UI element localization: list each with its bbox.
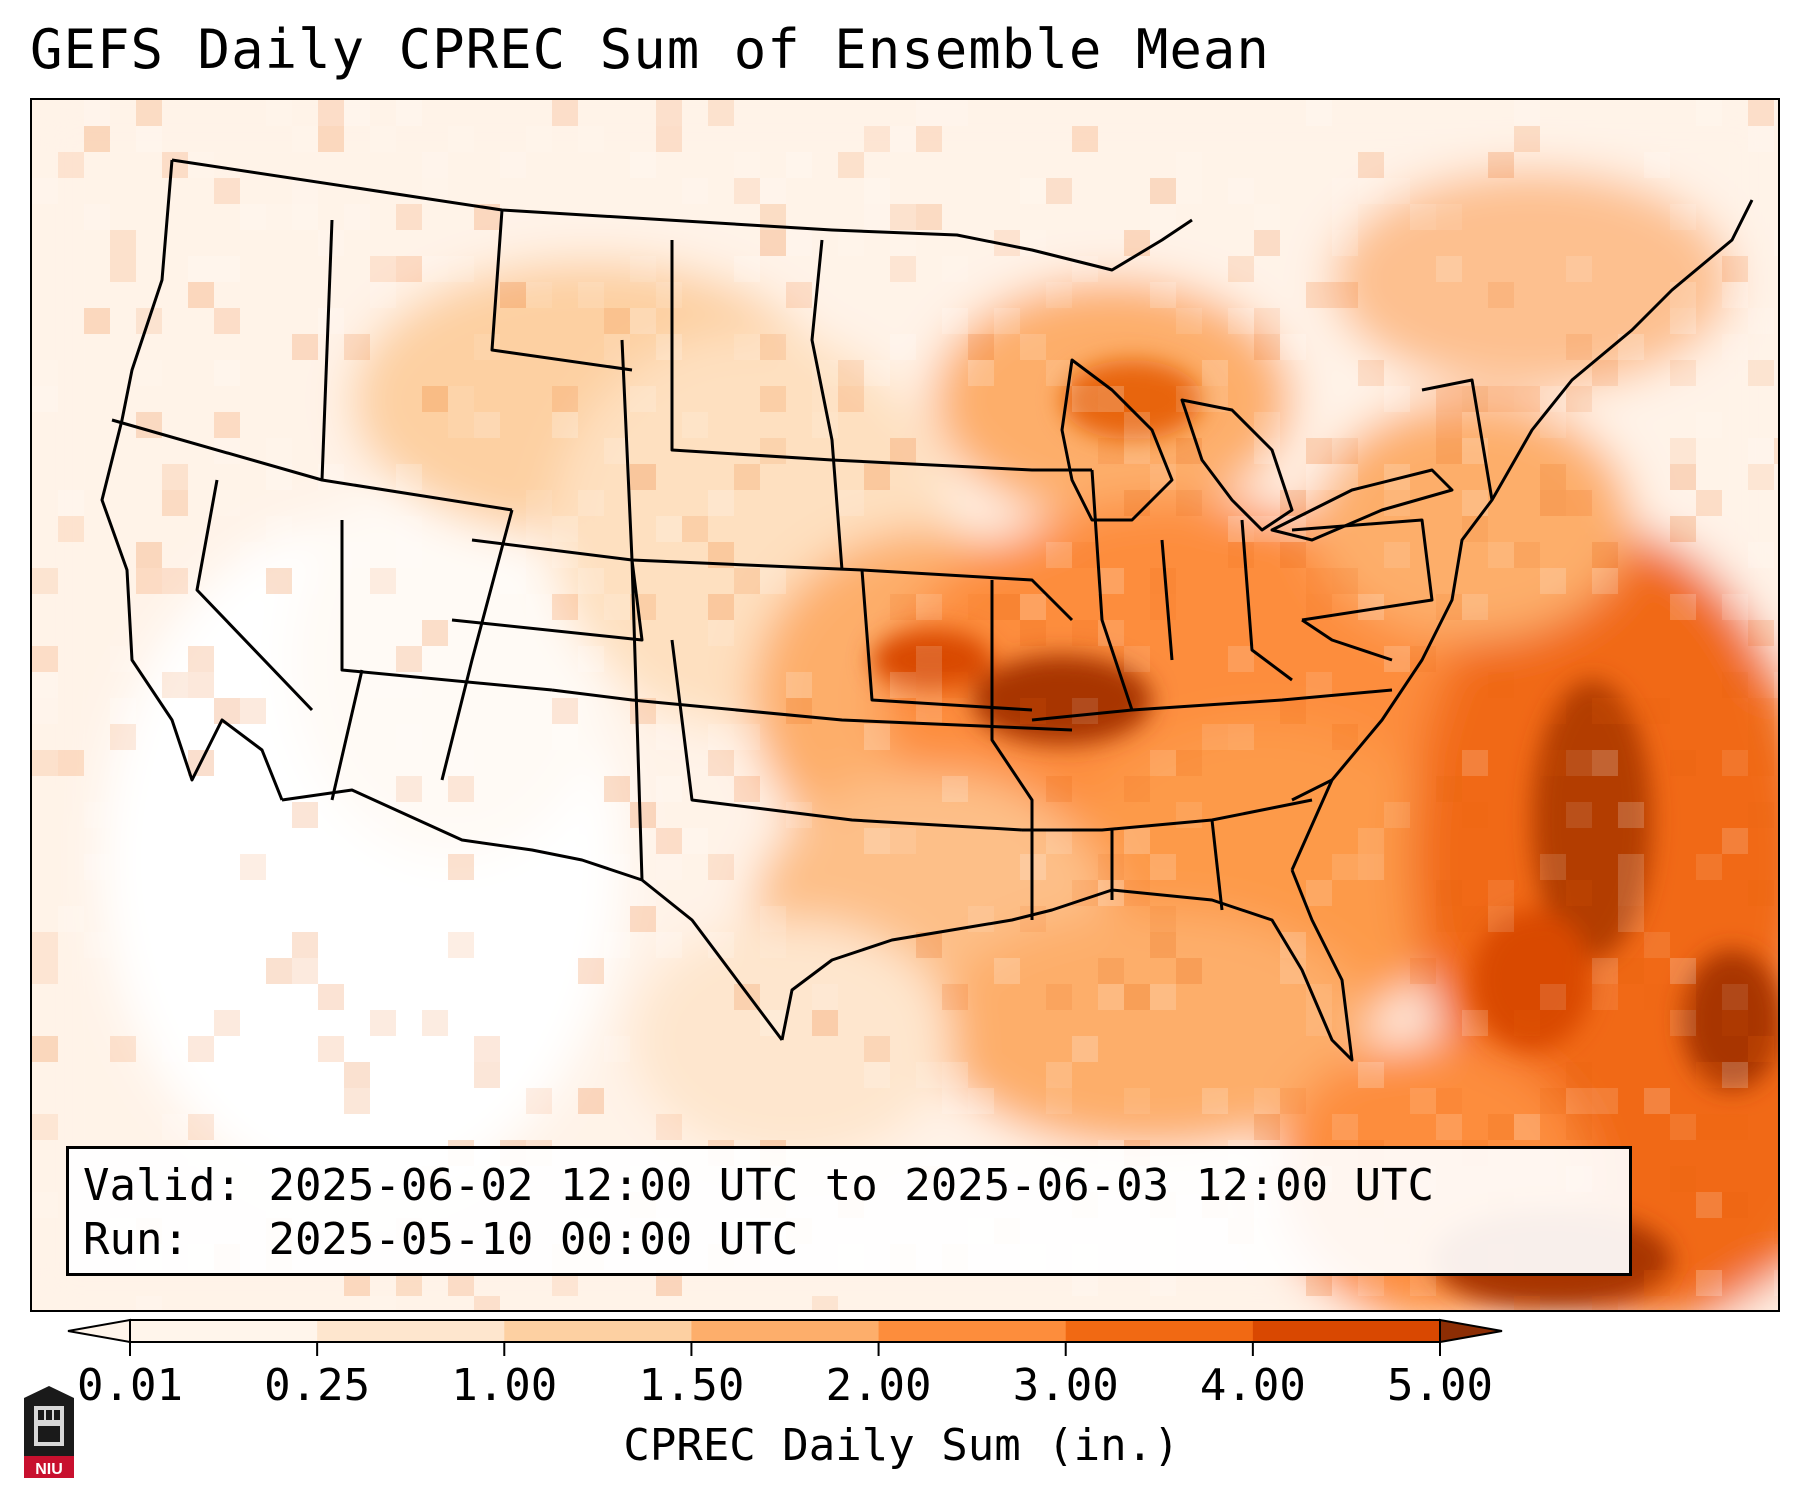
colorbar-extend-high (1439, 1318, 1503, 1344)
colorbar-segment (691, 1320, 880, 1342)
run-time: 2025-05-10 00:00 UTC (268, 1214, 799, 1265)
colorbar-segment (878, 1320, 1067, 1342)
colorbar (67, 1318, 1503, 1356)
colorbar-segment (317, 1320, 505, 1342)
colorbar-segment (504, 1320, 692, 1342)
run-info-box: Valid: 2025-06-02 12:00 UTC to 2025-06-0… (66, 1146, 1632, 1276)
colorbar-tick-label: 0.25 (264, 1360, 371, 1411)
colorbar-tick-label: 2.00 (825, 1360, 932, 1411)
colorbar-tick-label: 0.01 (77, 1360, 183, 1411)
valid-time: 2025-06-02 12:00 UTC to 2025-06-03 12:00… (268, 1160, 1435, 1211)
colorbar-tick-label: 3.00 (1012, 1360, 1119, 1411)
run-label: Run: (83, 1214, 189, 1265)
colorbar-segment (130, 1320, 318, 1342)
precip-grid-texture (32, 100, 1778, 1310)
colorbar-segment (1252, 1320, 1441, 1342)
colorbar-label: CPREC Daily Sum (in.) (623, 1420, 1180, 1471)
valid-label: Valid: (83, 1160, 242, 1211)
colorbar-segment (1065, 1320, 1254, 1342)
logo-text: NIU (35, 1461, 63, 1478)
colorbar-tick-label: 5.00 (1387, 1360, 1493, 1411)
map-canvas (32, 100, 1778, 1310)
colorbar-ticks (129, 1342, 1441, 1356)
map-title: GEFS Daily CPREC Sum of Ensemble Mean (30, 18, 1270, 81)
precipitation-map (30, 98, 1780, 1312)
colorbar-extend-low (67, 1318, 131, 1344)
niu-logo: NIU (24, 1386, 74, 1478)
colorbar-tick-label: 1.50 (638, 1360, 745, 1411)
colorbar-segments (67, 1318, 1503, 1344)
colorbar-tick-label: 1.00 (451, 1360, 558, 1411)
state-boundaries (100, 158, 1754, 1062)
colorbar-tick-label: 4.00 (1199, 1360, 1306, 1411)
